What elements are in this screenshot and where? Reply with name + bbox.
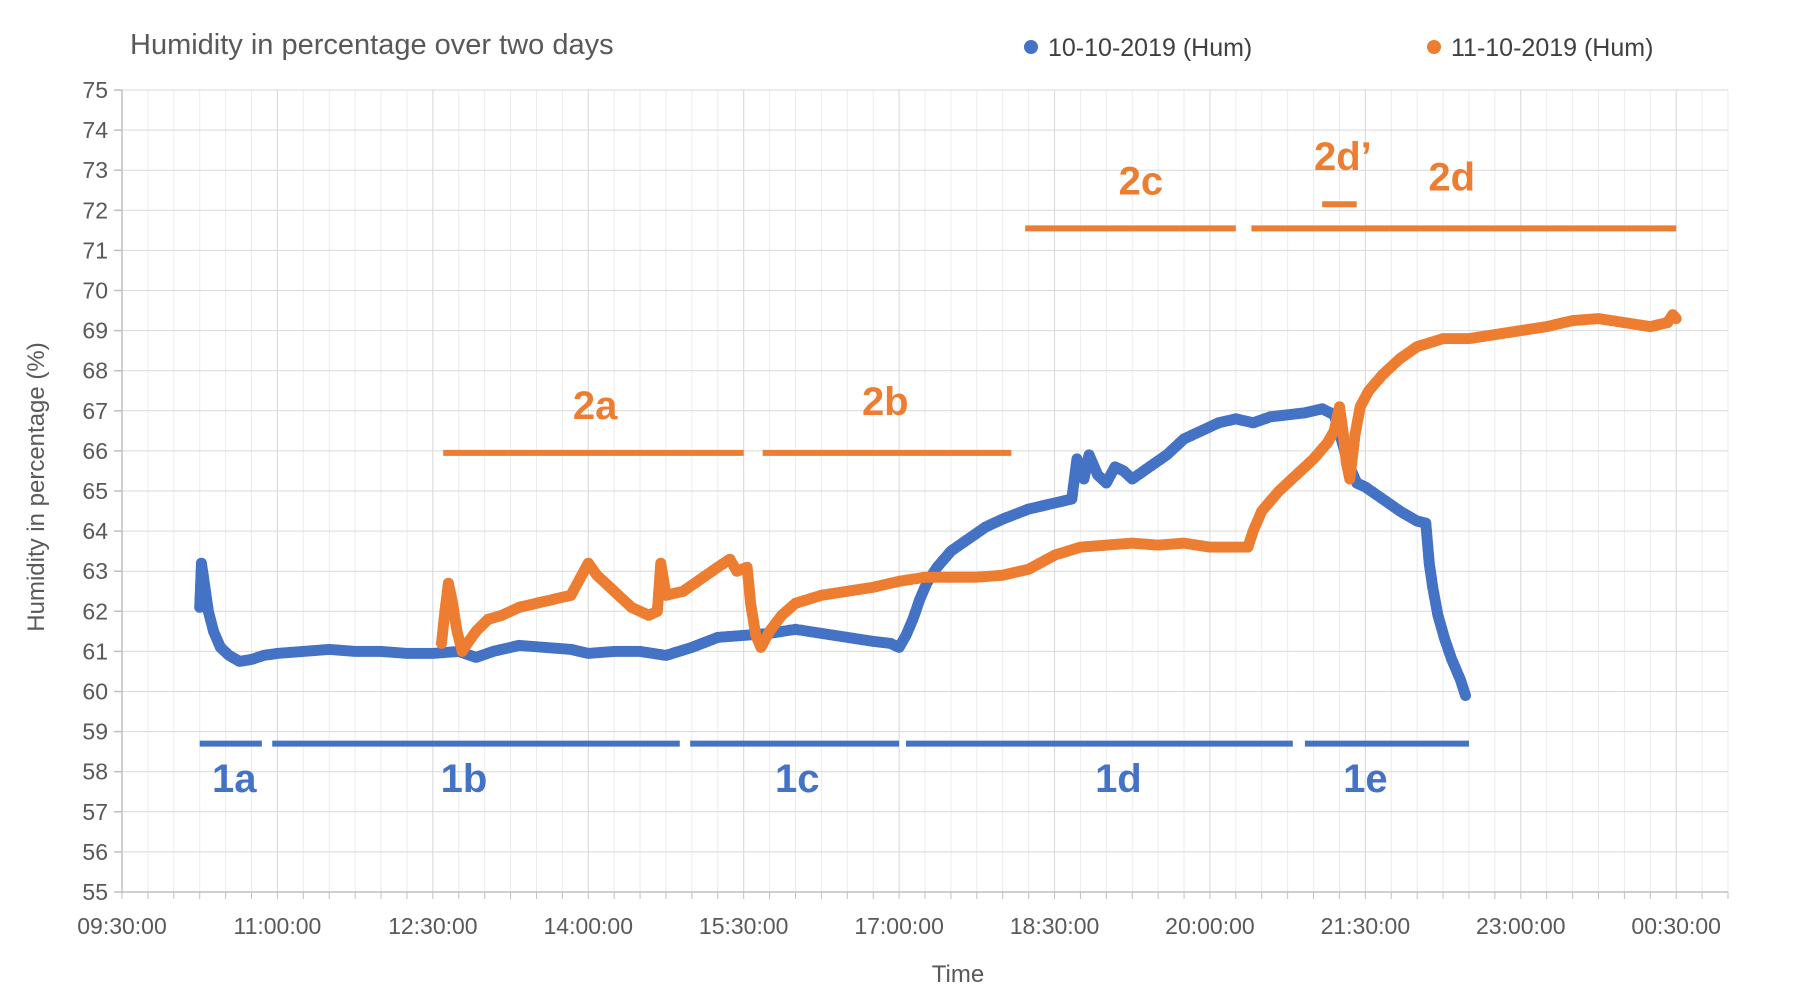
y-tick-label: 72 xyxy=(82,197,108,223)
segment-label-2a: 2a xyxy=(573,384,618,428)
x-tick-label: 17:00:00 xyxy=(854,913,944,939)
major-gridlines xyxy=(121,89,1728,893)
y-axis-title: Humidity in percentage (%) xyxy=(23,342,50,631)
series-layer xyxy=(194,309,1682,701)
x-tick-label: 20:00:00 xyxy=(1165,913,1255,939)
y-tick-label: 67 xyxy=(82,398,108,424)
y-tick-label: 60 xyxy=(82,679,108,705)
x-tick-label: 12:30:00 xyxy=(388,913,478,939)
y-tick-label: 71 xyxy=(82,237,108,263)
legend-marker-series1 xyxy=(1024,40,1038,54)
y-tick-label: 55 xyxy=(82,879,108,905)
segment-label-1d: 1d xyxy=(1095,757,1142,801)
data-point xyxy=(1460,690,1471,701)
y-tick-label: 68 xyxy=(82,358,108,384)
legend-marker-series2 xyxy=(1427,40,1441,54)
y-tick-label: 62 xyxy=(82,598,108,624)
segment-label-1c: 1c xyxy=(775,757,820,801)
legend-label-series1: 10-10-2019 (Hum) xyxy=(1048,34,1252,62)
y-tick-label: 63 xyxy=(82,558,108,584)
x-tick-label: 00:30:00 xyxy=(1631,913,1721,939)
x-tick-label: 15:30:00 xyxy=(699,913,789,939)
y-tick-label: 58 xyxy=(82,759,108,785)
x-tick-label: 18:30:00 xyxy=(1010,913,1100,939)
segment-label-2c: 2c xyxy=(1119,159,1164,203)
x-tick-label: 11:00:00 xyxy=(234,913,322,939)
series-2 xyxy=(436,309,1682,657)
segment-label-1a: 1a xyxy=(212,757,257,801)
y-tick-label: 57 xyxy=(82,799,108,825)
axes xyxy=(114,89,1729,899)
legend: 10-10-2019 (Hum) 11-10-2019 (Hum) xyxy=(1024,34,1653,62)
y-tick-label: 61 xyxy=(82,638,108,664)
segment-label-1e: 1e xyxy=(1343,757,1388,801)
legend-label-series2: 11-10-2019 (Hum) xyxy=(1451,34,1653,62)
segment-label-1b: 1b xyxy=(441,757,488,801)
y-tick-label: 65 xyxy=(82,478,108,504)
y-tick-label: 56 xyxy=(82,839,108,865)
series-1 xyxy=(194,403,1471,701)
y-tick-label: 74 xyxy=(82,117,108,143)
y-tick-label: 64 xyxy=(82,518,108,544)
segment-label-2b: 2b xyxy=(862,380,909,424)
y-tick-label: 70 xyxy=(82,278,108,304)
x-tick-labels: 09:30:00 11:00:00 12:30:00 14:00:00 15:30:00… xyxy=(77,913,1721,939)
y-tick-label: 73 xyxy=(82,157,108,183)
x-tick-label: 23:00:00 xyxy=(1476,913,1566,939)
segment-label-2d’: 2d’ xyxy=(1314,135,1372,179)
x-axis-title: Time xyxy=(932,961,984,988)
x-tick-label: 14:00:00 xyxy=(543,913,633,939)
segment-label-2d: 2d xyxy=(1428,155,1475,199)
annotation-layer: 1a 1b 1c 1d 1e 2a 2b 2c 2d 2d’ xyxy=(199,135,1677,801)
data-point xyxy=(1670,313,1682,325)
y-tick-label: 75 xyxy=(82,77,108,103)
x-tick-label: 09:30:00 xyxy=(77,913,167,939)
x-tick-label: 21:30:00 xyxy=(1321,913,1411,939)
y-tick-label: 66 xyxy=(82,438,108,464)
chart-title: Humidity in percentage over two days xyxy=(130,29,614,61)
y-tick-label: 59 xyxy=(82,719,108,745)
y-tick-label: 69 xyxy=(82,318,108,344)
y-tick-labels: 55 56 57 58 59 60 61 62 63 64 65 66 67 68 69 70 71 72 73 74… xyxy=(82,77,108,905)
